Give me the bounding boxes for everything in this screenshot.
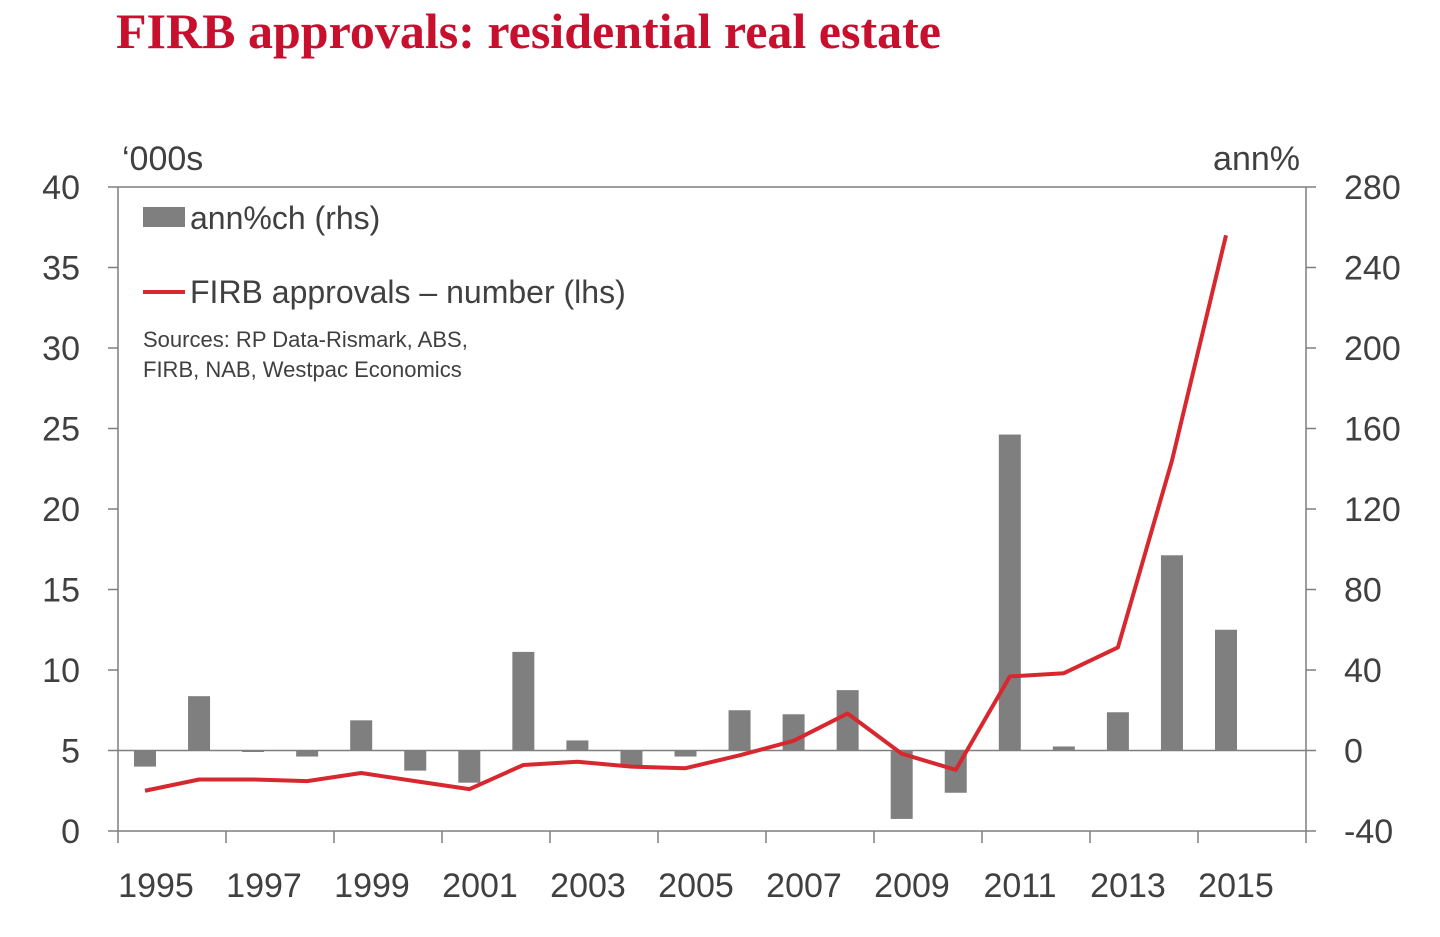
bar-2002 (512, 651, 535, 751)
bar-1998 (296, 750, 319, 757)
x-tick-label: 2003 (550, 867, 626, 905)
bar-series (134, 434, 1237, 819)
left-tick-label: 25 (42, 411, 80, 449)
left-tick-label: 35 (42, 250, 80, 288)
left-axis-unit: ‘000s (122, 140, 203, 178)
right-tick-label: 160 (1344, 411, 1401, 449)
bar-2011 (998, 434, 1021, 751)
bar-2004 (620, 750, 643, 767)
left-tick-label: 30 (42, 330, 80, 368)
bar-2014 (1160, 555, 1183, 751)
legend: ann%ch (rhs) FIRB approvals – number (lh… (143, 200, 626, 382)
bar-1999 (350, 720, 373, 751)
right-tick-label: 120 (1344, 491, 1401, 529)
x-tick-label: 2009 (874, 867, 950, 905)
x-tick-label: 1999 (334, 867, 410, 905)
x-tick-label: 1995 (118, 867, 194, 905)
bar-2015 (1215, 629, 1237, 751)
x-tick-label: 2015 (1198, 867, 1274, 905)
bar-2013 (1106, 712, 1129, 751)
sources-note-line-1: Sources: RP Data-Rismark, ABS, (143, 327, 468, 352)
x-tick-label: 2001 (442, 867, 518, 905)
right-tick-label: -40 (1344, 813, 1393, 851)
firb-approvals-line (144, 234, 1228, 793)
x-tick-label: 2013 (1090, 867, 1166, 905)
bar-2007 (782, 714, 805, 751)
left-tick-label: 0 (61, 813, 80, 851)
chart-title: FIRB approvals: residential real estate (116, 3, 941, 59)
bar-2001 (458, 750, 481, 783)
bar-2009 (890, 750, 913, 819)
right-tick-label: 200 (1344, 330, 1401, 368)
left-tick-label: 40 (42, 169, 80, 207)
bar-2008 (836, 690, 859, 751)
sources-note-line-2: FIRB, NAB, Westpac Economics (143, 357, 462, 382)
bar-2005 (674, 750, 697, 757)
x-tick-label: 2005 (658, 867, 734, 905)
left-tick-label: 5 (61, 733, 80, 771)
right-tick-label: 280 (1344, 169, 1401, 207)
bar-1995 (134, 750, 156, 767)
x-tick-label: 1997 (226, 867, 302, 905)
legend-line-label: FIRB approvals – number (lhs) (190, 274, 626, 310)
bar-2003 (566, 740, 589, 751)
legend-bar-swatch (143, 207, 185, 227)
right-axis-unit: ann% (1213, 140, 1300, 178)
right-tick-label: 40 (1344, 652, 1382, 690)
x-tick-label: 2011 (983, 867, 1056, 905)
bar-2006 (728, 710, 751, 751)
left-tick-label: 10 (42, 652, 80, 690)
right-tick-label: 0 (1344, 733, 1363, 771)
line-series (144, 234, 1228, 793)
right-tick-label: 80 (1344, 572, 1382, 610)
right-tick-label: 240 (1344, 250, 1401, 288)
bar-2012 (1052, 746, 1075, 751)
x-tick-label: 2007 (766, 867, 842, 905)
legend-bar-label: ann%ch (rhs) (190, 200, 380, 236)
bar-2000 (404, 750, 427, 771)
left-tick-label: 20 (42, 491, 80, 529)
bar-1996 (188, 696, 211, 751)
left-tick-label: 15 (42, 572, 80, 610)
